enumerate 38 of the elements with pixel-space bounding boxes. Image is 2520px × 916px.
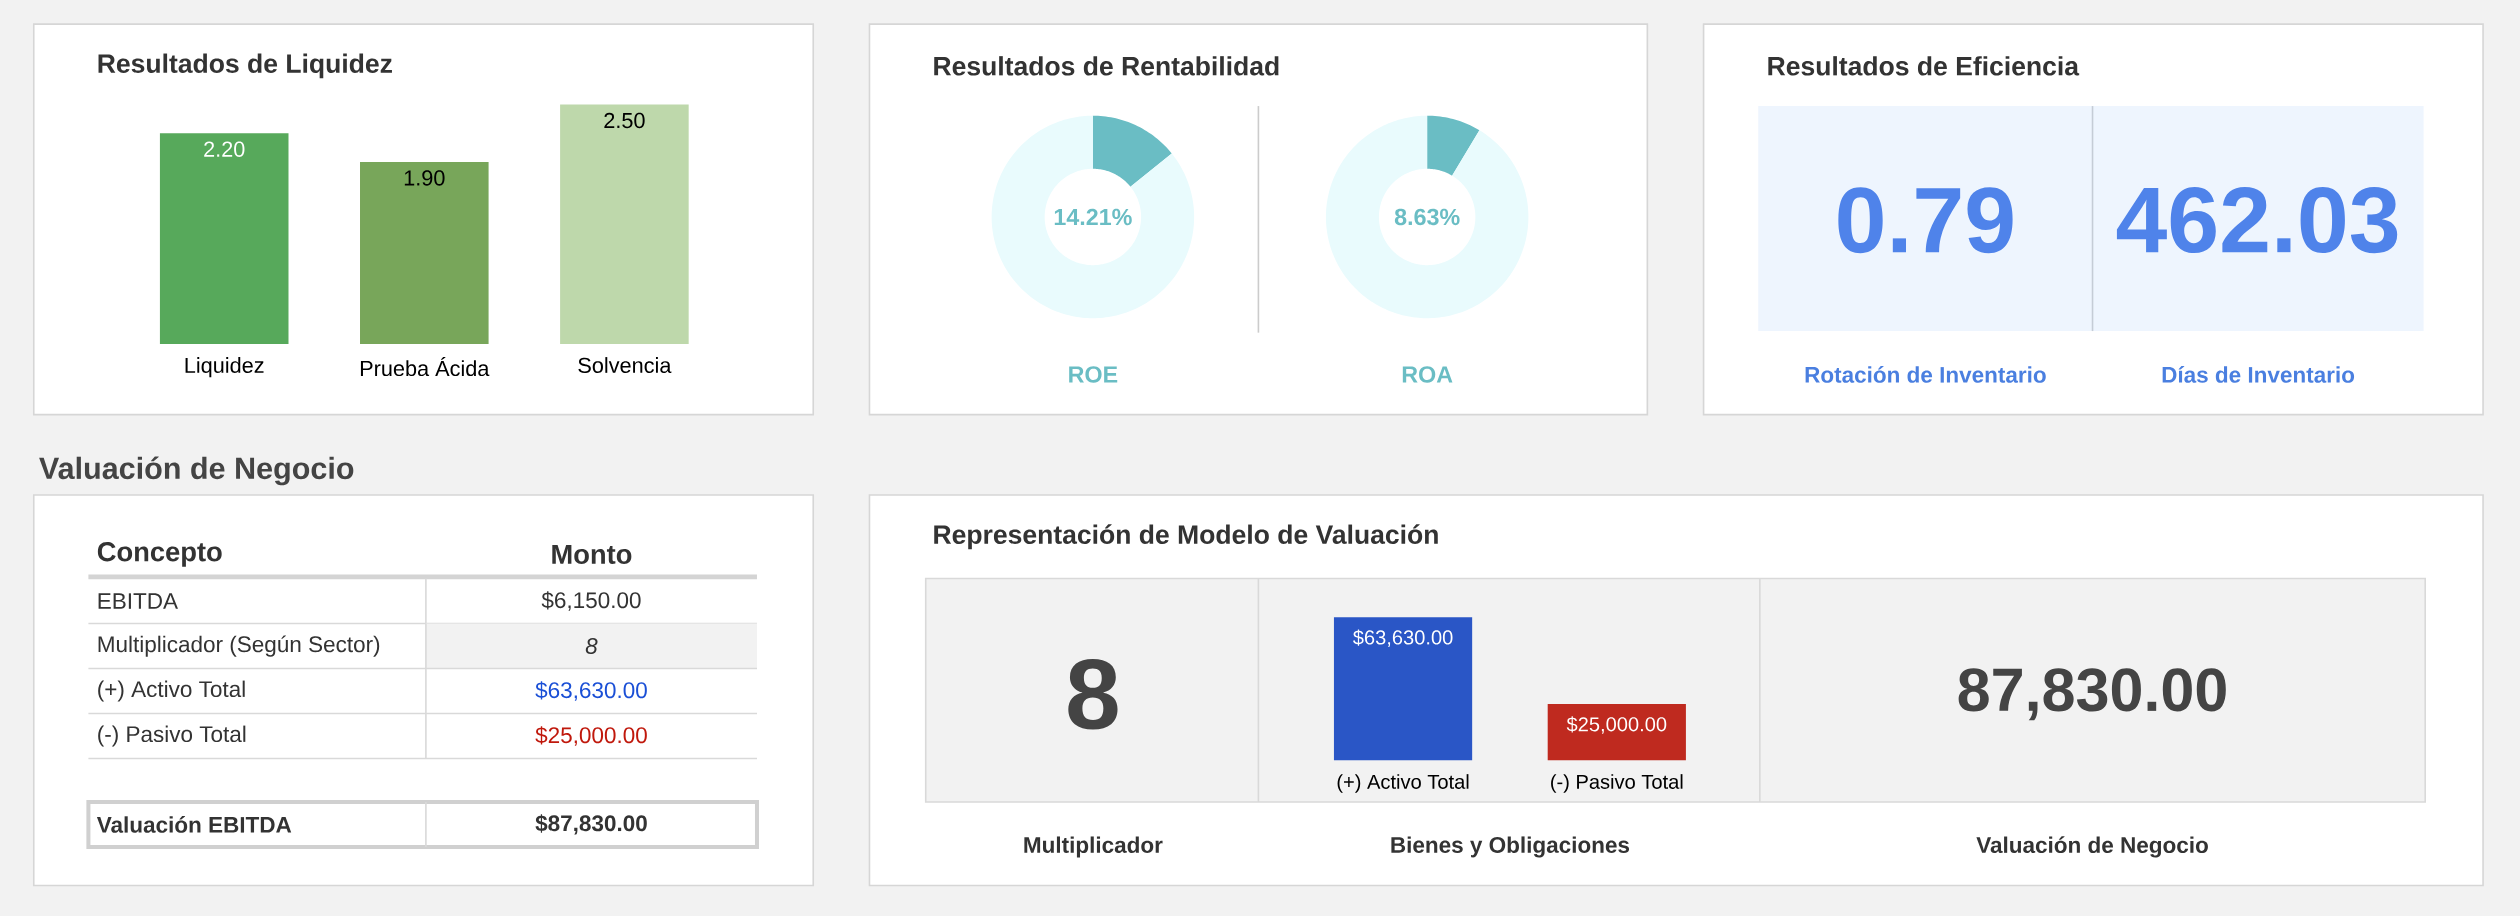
data-label: 2.20: [204, 141, 245, 157]
text: $6,150.00: [541, 591, 641, 611]
data-label: $25,000.00: [1566, 716, 1667, 734]
category-label: Valuación de Negocio: [1976, 836, 2208, 858]
category-label: Valuación EBITDA: [96, 816, 292, 833]
text: Resultados de Eficiencia: [1768, 56, 2080, 76]
text: 14.21%: [1054, 208, 1132, 226]
text: Monto: [552, 544, 632, 564]
text: 87,830.00: [1958, 668, 2226, 721]
text: Concepto: [97, 542, 222, 567]
category-label: (-) Pasivo Total: [98, 725, 246, 747]
text: ROA: [1402, 366, 1453, 383]
text: $63,630.00: [535, 681, 647, 701]
category-label: Multiplicador (Según Sector): [98, 635, 380, 657]
data-label: 0.79: [1838, 187, 2013, 254]
x-tick-label: Liquidez: [185, 357, 264, 378]
x-tick-label: Prueba Ácida: [360, 357, 490, 377]
data-label: 462.03: [2116, 187, 2398, 254]
x-tick-label: Solvencia: [578, 357, 672, 373]
data-label: 2.50: [604, 112, 645, 129]
data-label: $63,630.00: [1353, 629, 1453, 647]
chart-title: Resultados de Liquidez: [98, 53, 392, 79]
chart-title: Resultados de Rentabilidad: [934, 56, 1279, 76]
category-label: Días de Inventario: [2162, 366, 2355, 383]
data-label: 1.90: [404, 170, 445, 186]
category-label: Multiplicador: [1024, 836, 1163, 858]
x-axis-title: Bienes y Obligaciones: [1391, 836, 1630, 858]
category-label: Rotación de Inventario: [1805, 366, 2046, 383]
text: $25,000.00: [535, 726, 647, 746]
category-label: EBITDA: [98, 593, 178, 609]
text: $87,830.00: [535, 814, 647, 835]
text: 8.63%: [1394, 208, 1460, 226]
data-label: 8: [1068, 658, 1118, 730]
text: ROE: [1069, 366, 1118, 383]
category-label: (+) Activo Total: [98, 680, 245, 702]
text: Valuación de Negocio: [39, 456, 354, 486]
text: 8: [585, 638, 598, 654]
text: Representación de Modelo de Valuación: [934, 524, 1438, 550]
